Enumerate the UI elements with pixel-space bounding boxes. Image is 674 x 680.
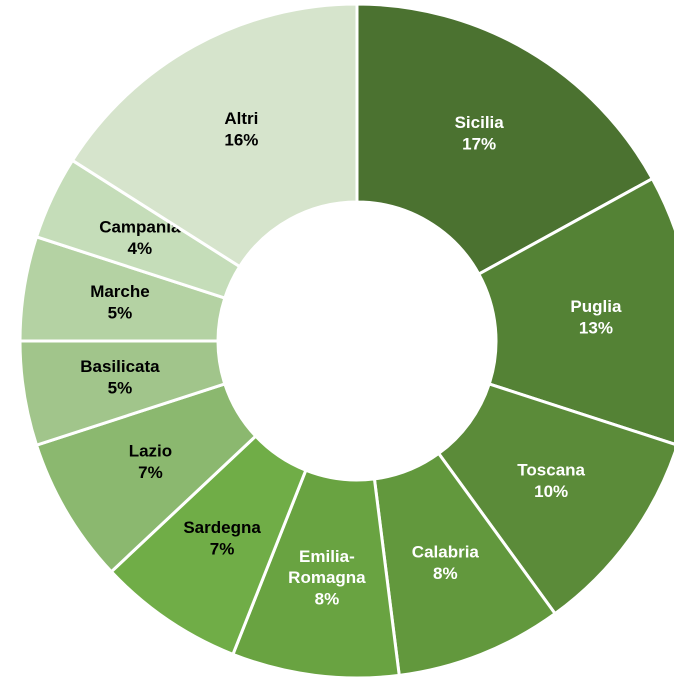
slice-value: 5% xyxy=(108,303,133,322)
slice-value: 17% xyxy=(462,134,496,153)
slice-label: Toscana xyxy=(517,461,585,480)
slice-label: Sicilia xyxy=(455,113,505,132)
slice-label: Lazio xyxy=(129,442,172,461)
slice-value: 8% xyxy=(433,564,458,583)
slice-label: Marche xyxy=(90,282,150,301)
donut-slice xyxy=(70,2,359,269)
slice-label: Altri xyxy=(224,110,258,129)
slice-label: Basilicata xyxy=(80,358,160,377)
slice-value: 4% xyxy=(128,239,153,258)
slice-label: Puglia xyxy=(570,297,622,316)
slice-value: 8% xyxy=(315,590,340,609)
donut-slice xyxy=(476,176,674,446)
slice-label: Sardegna xyxy=(183,518,261,537)
slice-label: Calabria xyxy=(412,543,480,562)
slice-value: 7% xyxy=(210,539,235,558)
slice-value: 5% xyxy=(108,379,133,398)
slice-value: 16% xyxy=(224,131,258,150)
slice-value: 10% xyxy=(534,482,568,501)
donut-slice xyxy=(355,2,655,277)
donut-slice xyxy=(436,382,674,616)
slice-value: 7% xyxy=(138,463,163,482)
slice-value: 13% xyxy=(579,318,613,337)
slice-label: Emilia-Romagna xyxy=(288,548,366,588)
slice-label: Campania xyxy=(99,218,181,237)
